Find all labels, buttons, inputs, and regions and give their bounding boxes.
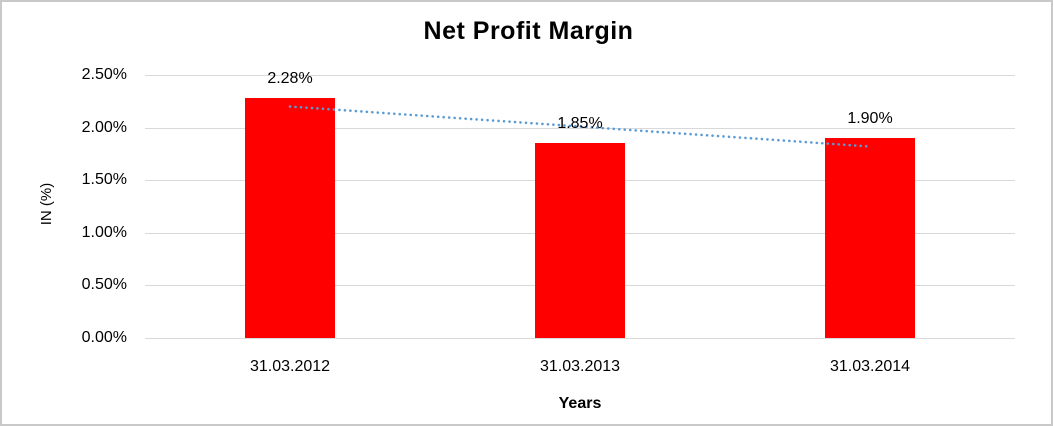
x-axis-tick-label: 31.03.2013 [539, 358, 621, 375]
y-axis-tick-label: 0.00% [81, 329, 127, 346]
data-label: 2.28% [267, 70, 313, 88]
y-axis-tick-label: 1.50% [81, 171, 127, 189]
chart-title: Net Profit Margin [423, 17, 634, 45]
gridline [145, 338, 1015, 339]
x-axis-tick-label: 31.03.2014 [829, 358, 911, 375]
x-axis-title: Years [558, 395, 602, 412]
y-axis-tick-label: 2.50% [81, 66, 127, 83]
bar [825, 138, 915, 338]
x-axis-tick-label: 31.03.2012 [249, 358, 331, 375]
data-label: 1.85% [557, 115, 603, 133]
data-label: 1.90% [847, 110, 893, 128]
bar [245, 98, 335, 338]
y-axis-tick-label: 0.50% [81, 276, 127, 294]
y-axis-tick-label: 2.00% [81, 118, 127, 136]
y-axis-title: IN (%) [38, 182, 55, 226]
y-axis-tick-label: 1.00% [81, 223, 127, 241]
gridline [145, 75, 1015, 76]
bar [535, 143, 625, 338]
